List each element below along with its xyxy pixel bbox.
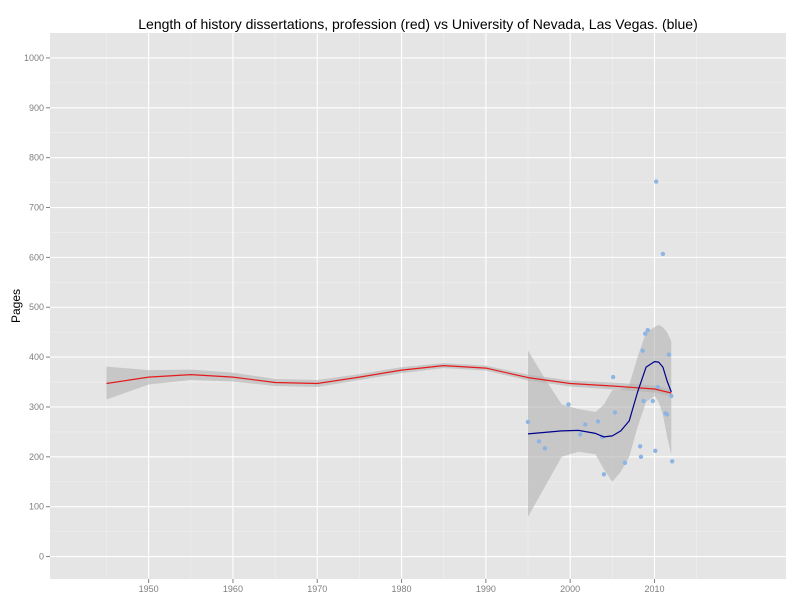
data-point bbox=[645, 327, 650, 333]
data-point bbox=[641, 398, 646, 404]
data-point bbox=[669, 393, 674, 399]
data-point bbox=[664, 412, 670, 417]
x-tick-label: 1960 bbox=[223, 584, 243, 594]
y-tick-label: 700 bbox=[29, 203, 44, 213]
data-point bbox=[643, 331, 648, 336]
data-point bbox=[583, 422, 588, 427]
profession-line bbox=[106, 365, 672, 394]
y-tick-label: 0 bbox=[39, 552, 44, 562]
y-tick-label: 900 bbox=[29, 103, 44, 113]
y-tick-label: 1000 bbox=[24, 53, 44, 63]
y-tick-label: 500 bbox=[29, 302, 44, 312]
y-tick-label: 200 bbox=[29, 452, 44, 462]
data-point bbox=[601, 472, 607, 477]
data-point bbox=[536, 439, 542, 444]
x-tick-label: 1970 bbox=[307, 584, 327, 594]
data-point bbox=[637, 444, 643, 449]
y-tick-label: 600 bbox=[29, 252, 44, 262]
data-point bbox=[525, 419, 531, 425]
data-point bbox=[542, 446, 548, 451]
data-point bbox=[669, 459, 675, 464]
y-axis-label: Pages bbox=[9, 289, 23, 323]
data-point bbox=[566, 402, 571, 407]
x-tick-label: 2010 bbox=[644, 584, 664, 594]
data-point bbox=[653, 448, 658, 454]
data-point bbox=[655, 384, 661, 390]
smooth-lines bbox=[106, 361, 672, 438]
data-point bbox=[650, 398, 655, 404]
data-point bbox=[660, 251, 666, 257]
data-point bbox=[622, 460, 628, 466]
grid-minor bbox=[50, 33, 786, 579]
y-tick-label: 800 bbox=[29, 153, 44, 163]
data-points bbox=[525, 179, 675, 477]
data-point bbox=[653, 179, 659, 184]
y-axis: 0 100 200 300 400 500 600 700 800 900 1000 bbox=[24, 53, 50, 562]
data-point bbox=[612, 410, 618, 415]
data-point bbox=[666, 352, 672, 357]
y-tick-label: 300 bbox=[29, 402, 44, 412]
x-tick-label: 1990 bbox=[476, 584, 496, 594]
data-point bbox=[638, 454, 644, 460]
x-tick-label: 2000 bbox=[560, 584, 580, 594]
y-tick-label: 400 bbox=[29, 352, 44, 362]
data-point bbox=[595, 419, 601, 424]
y-tick-label: 100 bbox=[29, 502, 44, 512]
x-tick-label: 1950 bbox=[139, 584, 159, 594]
unlv-line bbox=[527, 361, 672, 438]
x-tick-label: 1980 bbox=[392, 584, 412, 594]
data-point bbox=[610, 374, 616, 380]
data-point bbox=[578, 432, 583, 437]
chart-title: Length of history dissertations, profess… bbox=[138, 16, 698, 32]
x-axis: 1950 1960 1970 1980 1990 2000 2010 bbox=[139, 579, 664, 594]
data-point bbox=[640, 348, 645, 353]
plot-panel bbox=[50, 33, 786, 579]
